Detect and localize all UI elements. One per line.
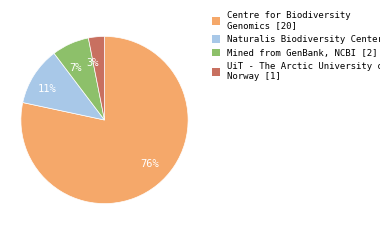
Legend: Centre for Biodiversity
Genomics [20], Naturalis Biodiversity Center [3], Mined : Centre for Biodiversity Genomics [20], N… <box>210 9 380 83</box>
Wedge shape <box>54 38 104 120</box>
Text: 7%: 7% <box>69 63 81 73</box>
Wedge shape <box>23 53 104 120</box>
Text: 76%: 76% <box>140 159 159 169</box>
Text: 3%: 3% <box>87 58 99 68</box>
Wedge shape <box>89 36 105 120</box>
Text: 11%: 11% <box>38 84 57 95</box>
Wedge shape <box>21 36 188 204</box>
